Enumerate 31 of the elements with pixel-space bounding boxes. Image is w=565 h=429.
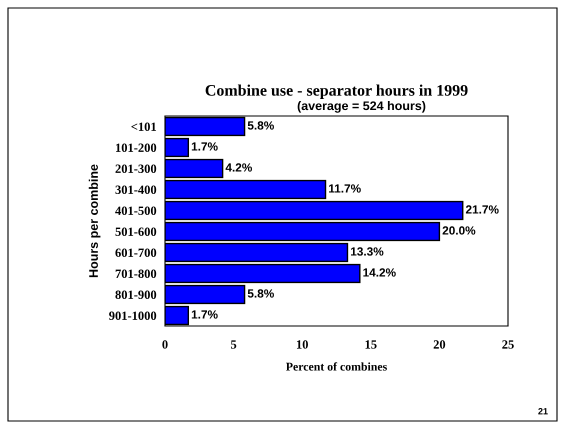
x-tick-label: 10 [296,340,308,349]
y-tick-label: 201-300 [116,164,156,173]
data-label: 4.2% [226,163,252,172]
y-tick-label: 501-600 [116,228,156,236]
y-tick-label: 401-500 [115,206,156,215]
data-label: 5.8% [248,121,274,130]
text: 21 [538,408,548,414]
chart-title: Combine use - separator hours in 1999 [206,84,468,99]
y-tick-label: 901-1000 [109,312,156,320]
y-tick-label: 101-200 [116,144,156,152]
data-label: 1.7% [192,310,218,319]
y-tick-label: <101 [131,122,156,131]
data-label: 14.2% [363,268,396,277]
data-label: 11.7% [329,184,361,193]
data-label: 5.8% [248,289,274,298]
x-tick-label: 15 [366,340,377,349]
y-tick-label: 701-800 [116,270,156,278]
y-axis-title: Hours per combine [88,164,100,278]
data-label: 1.7% [192,142,218,151]
x-axis-title: Percent of combines [286,362,387,371]
y-tick-label: 801-900 [115,290,156,299]
x-tick-label: 0 [162,340,168,349]
x-tick-label: 5 [230,340,236,349]
data-label: 13.3% [350,247,384,256]
chart-subtitle: (average = 524 hours) [298,101,426,113]
data-label: 20.0% [442,226,476,235]
data-label: 21.7% [466,205,499,214]
y-tick-label: 601-700 [115,248,156,257]
y-tick-label: 301-400 [115,186,156,194]
x-tick-label: 25 [502,340,514,349]
x-tick-label: 20 [434,340,446,349]
